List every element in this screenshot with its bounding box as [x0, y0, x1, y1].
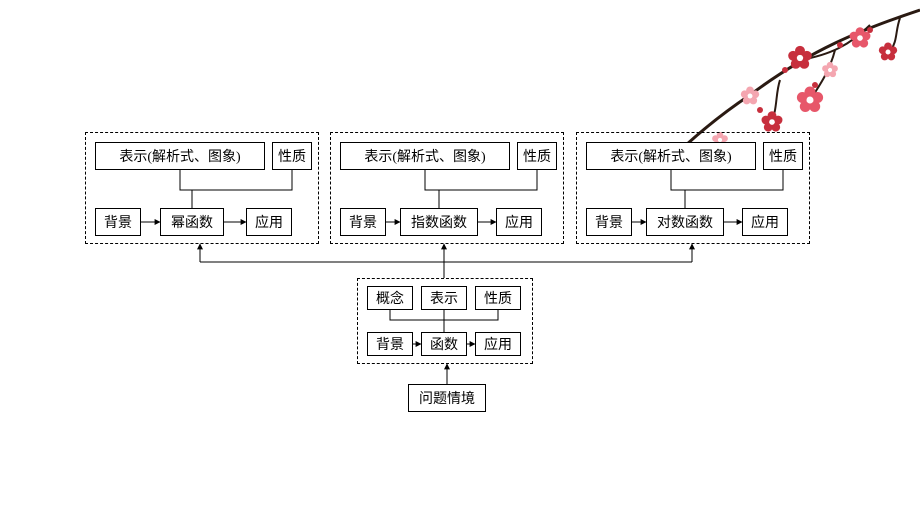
node-g1_bg: 背景 [95, 208, 141, 236]
node-g2_app: 应用 [496, 208, 542, 236]
node-g1_rep: 表示(解析式、图象) [95, 142, 265, 170]
node-g4_prop: 性质 [475, 286, 521, 310]
node-g4_bg: 背景 [367, 332, 413, 356]
node-g4_fn: 函数 [421, 332, 467, 356]
node-g1_fn: 幂函数 [160, 208, 224, 236]
node-g1_app: 应用 [246, 208, 292, 236]
node-g3_rep: 表示(解析式、图象) [586, 142, 756, 170]
node-g2_bg: 背景 [340, 208, 386, 236]
node-g4_concept: 概念 [367, 286, 413, 310]
node-g3_bg: 背景 [586, 208, 632, 236]
diagram-canvas: 表示(解析式、图象)性质背景幂函数应用表示(解析式、图象)性质背景指数函数应用表… [0, 0, 920, 518]
node-problem: 问题情境 [408, 384, 486, 412]
node-g4_rep: 表示 [421, 286, 467, 310]
node-g3_app: 应用 [742, 208, 788, 236]
node-g3_prop: 性质 [763, 142, 803, 170]
node-g3_fn: 对数函数 [646, 208, 724, 236]
node-g1_prop: 性质 [272, 142, 312, 170]
node-g2_prop: 性质 [517, 142, 557, 170]
node-g2_rep: 表示(解析式、图象) [340, 142, 510, 170]
node-g2_fn: 指数函数 [400, 208, 478, 236]
node-g4_app: 应用 [475, 332, 521, 356]
edges-layer [0, 0, 920, 518]
